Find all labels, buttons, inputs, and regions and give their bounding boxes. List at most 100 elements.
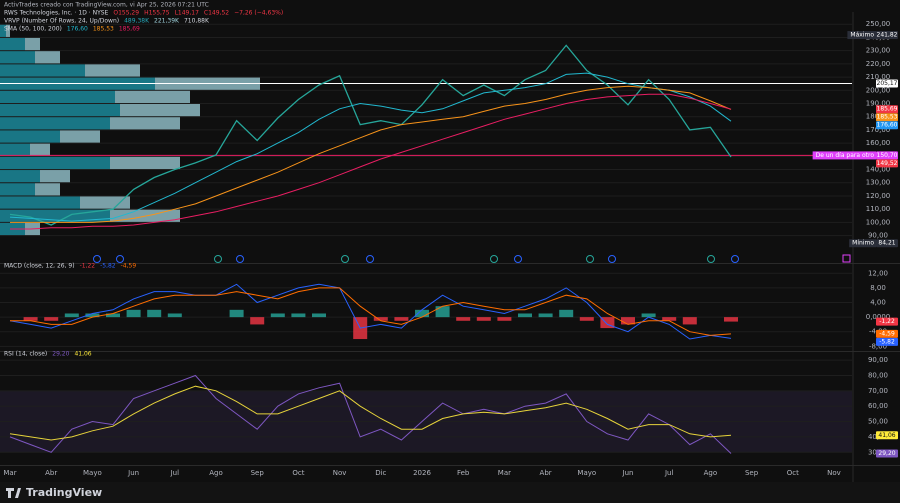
y-tick-label: 4,00 (870, 299, 886, 307)
volume-up (0, 37, 25, 51)
price-tag (876, 105, 898, 114)
y-tick-label: 70,00 (868, 387, 888, 395)
volume-up (0, 117, 110, 130)
histogram-bar (291, 313, 306, 318)
legend-entry: SMA (50, 100, 200) (4, 26, 62, 33)
series-line (9, 72, 732, 222)
legend-entry: O155,29 (113, 10, 139, 17)
volume-down (115, 90, 190, 103)
histogram-bar (373, 317, 388, 321)
y-tick-label: 90,00 (868, 232, 888, 240)
y-tick-label: 210,00 (866, 73, 891, 81)
y-tick-label: 170,00 (866, 126, 891, 134)
legend-entry: C149,52 (204, 10, 229, 17)
legend-entry: RWS Technologies, Inc. · 1D · NYSE (4, 10, 109, 17)
y-tick-label: 50,00 (868, 418, 888, 426)
series-line (10, 85, 732, 223)
y-tick-label: 190,00 (866, 99, 891, 107)
price-tag (876, 79, 898, 88)
price-tag-title: Mínimo (852, 240, 874, 247)
legend-entry: 185,53 (93, 26, 114, 33)
price-tag-label: 185,53 (877, 114, 898, 121)
histogram-bar (435, 306, 450, 318)
volume-up (0, 90, 115, 103)
x-tick-label: Ago (209, 469, 223, 477)
volume-up (0, 64, 85, 77)
price-tag (876, 317, 898, 326)
publisher-note: ActivTrades creado con TradingView.com, … (4, 2, 209, 9)
histogram-bar (662, 317, 677, 321)
volume-up (0, 183, 35, 196)
histogram-bar (270, 313, 285, 318)
histogram-bar (476, 317, 491, 321)
volume-down (35, 51, 60, 64)
x-tick-label: Mar (3, 469, 16, 477)
legend-entry: −7,26 (−4,63%) (234, 10, 283, 17)
price-tag-title: Máximo (850, 32, 874, 39)
volume-up (0, 196, 80, 209)
y-tick-label: 100,00 (866, 218, 891, 226)
price-tag-label: -1,22 (879, 318, 895, 325)
volume-down (35, 183, 60, 196)
series-line (10, 287, 732, 336)
legend-entry: H155,75 (144, 10, 170, 17)
price-tag-label: 149,52 (877, 160, 898, 167)
volume-down (6, 24, 10, 37)
legend-entry: VRVP (Number Of Rows, 24, Up/Down) (4, 18, 119, 25)
x-tick-label: Feb (457, 469, 470, 477)
histogram-bar (559, 309, 574, 318)
price-tag (876, 113, 898, 122)
footer-bar (0, 482, 900, 503)
legend-entry: 29,20 (52, 351, 69, 358)
price-tag-title-box (812, 151, 876, 160)
histogram-bar (621, 317, 635, 325)
x-tick-label: Jun (127, 469, 139, 477)
legend-entry: 710,88K (184, 18, 210, 25)
legend-entry: 176,60 (67, 26, 88, 33)
logo: TradingView (6, 486, 102, 499)
volume-down (120, 103, 200, 117)
y-tick-label: 130,00 (866, 179, 891, 187)
x-tick-label: Mayo (83, 469, 102, 477)
series-line (9, 283, 732, 340)
y-tick-label: 160,00 (866, 139, 891, 147)
histogram-bar (456, 317, 471, 321)
price-tag (876, 121, 898, 130)
histogram-bar (167, 313, 182, 318)
legend-entry: -4,59 (121, 263, 137, 270)
volume-down (40, 170, 70, 183)
histogram-bar (641, 313, 656, 318)
histogram-bar (415, 309, 429, 318)
price-tag (876, 449, 898, 458)
legend-entry: 185,69 (119, 26, 140, 33)
y-tick-label: 12,00 (868, 269, 888, 277)
legend-entry: 221,39K (154, 18, 180, 25)
price-tag-label: -4,59 (879, 330, 895, 337)
legend-entry: 41,06 (74, 351, 91, 358)
y-tick-label: -8,00 (869, 342, 887, 350)
x-tick-label: Jul (664, 469, 674, 477)
y-tick-label: 200,00 (866, 86, 891, 94)
series-line (9, 385, 732, 441)
volume-down (25, 37, 40, 51)
series-line (10, 93, 732, 230)
histogram-bar (724, 317, 738, 322)
volume-up (0, 156, 110, 170)
price-tag (876, 151, 898, 160)
volume-up (0, 51, 35, 64)
y-tick-label: 8,00 (870, 284, 886, 292)
y-tick-label: 80,00 (868, 371, 888, 379)
volume-up (0, 170, 40, 183)
histogram-bar (250, 317, 265, 325)
x-tick-label: 2026 (413, 469, 431, 477)
price-tag-label: 41,06 (878, 432, 895, 439)
volume-up (0, 24, 6, 37)
histogram-bar (106, 313, 120, 318)
price-tag-label: 150,70 (877, 152, 898, 159)
legend-entry: 489,38K (124, 18, 150, 25)
volume-down (30, 143, 50, 156)
y-tick-label: 110,00 (866, 205, 891, 213)
price-tag-title-box (849, 239, 876, 248)
price-tag (876, 239, 898, 248)
x-tick-label: Nov (827, 469, 841, 477)
